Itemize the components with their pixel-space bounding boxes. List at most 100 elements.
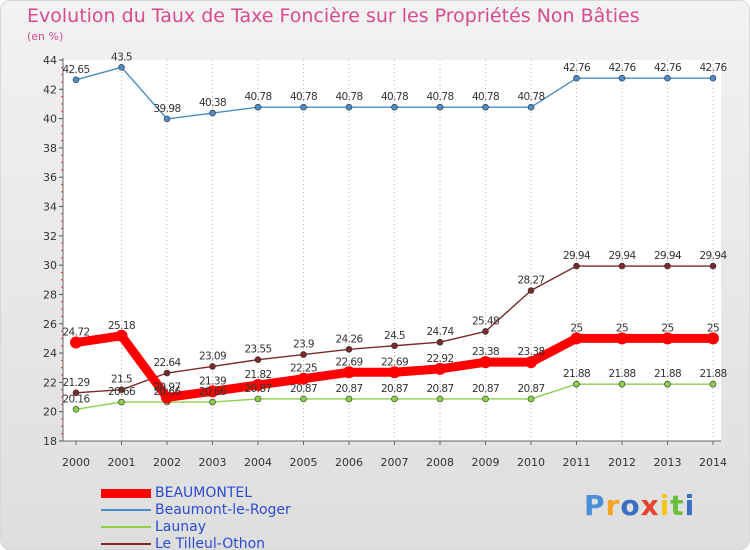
data-label: 21.88: [699, 368, 726, 380]
data-point: [479, 356, 492, 369]
data-label: 20.97: [153, 381, 180, 393]
data-point: [163, 369, 171, 377]
y-tick-label: 24: [43, 347, 57, 360]
data-label: 40.38: [199, 97, 226, 109]
logo-letter: P: [584, 489, 606, 522]
data-point: [343, 366, 355, 379]
y-tick-label: 22: [43, 376, 57, 389]
data-point: [436, 103, 444, 111]
x-tick-label: 2013: [654, 456, 682, 469]
chart-title: Evolution du Taux de Taxe Foncière sur l…: [27, 5, 640, 27]
data-label: 29.94: [608, 250, 636, 262]
data-label: 20.87: [517, 383, 544, 395]
data-label: 23.38: [517, 346, 544, 358]
data-point: [118, 398, 125, 406]
legend-label: Le Tilleul-Othon: [155, 536, 266, 550]
data-label: 24.72: [62, 327, 89, 339]
legend-label: BEAUMONTEL: [155, 485, 253, 501]
logo-letter: i: [659, 489, 671, 522]
data-label: 21.88: [563, 368, 590, 380]
x-tick-label: 2005: [290, 456, 318, 469]
data-point: [434, 362, 446, 375]
data-point: [664, 74, 671, 82]
data-label: 29.94: [699, 250, 727, 262]
logo-letter: t: [670, 489, 685, 522]
data-label: 24.26: [335, 333, 363, 345]
data-point: [209, 363, 216, 370]
data-point: [709, 262, 717, 270]
legend-label: Beaumont-le-Roger: [155, 502, 291, 518]
data-point: [206, 385, 219, 398]
data-point: [345, 395, 353, 403]
data-point: [573, 74, 580, 82]
y-tick-label: 32: [43, 230, 57, 243]
logo-letter: x: [640, 489, 660, 522]
data-label: 22.69: [335, 356, 362, 368]
data-label: 29.94: [654, 250, 682, 262]
data-point: [664, 262, 671, 270]
y-tick-label: 34: [43, 201, 57, 214]
x-tick-label: 2001: [108, 456, 136, 469]
data-label: 21.29: [62, 377, 89, 389]
y-tick-label: 20: [43, 406, 57, 419]
data-point: [436, 395, 444, 403]
x-tick-label: 2003: [199, 456, 227, 469]
data-point: [161, 391, 173, 404]
data-label: 25.48: [472, 315, 499, 327]
data-label: 40.78: [517, 91, 544, 103]
proxiti-logo: Proxiti: [584, 489, 695, 522]
data-label: 22.64: [153, 357, 181, 369]
data-label: 20.87: [381, 383, 408, 395]
data-label: 24.74: [426, 326, 454, 338]
data-point: [482, 395, 489, 403]
x-tick-label: 2000: [62, 456, 90, 469]
legend-item: Le Tilleul-Othon: [101, 536, 361, 550]
chart-unit-label: (en %): [27, 30, 64, 43]
data-label: 40.78: [381, 91, 408, 103]
data-label: 25: [707, 322, 719, 334]
logo-letter: r: [605, 489, 621, 522]
data-label: 24.5: [384, 330, 405, 342]
data-label: 23.9: [293, 339, 314, 351]
data-label: 20.87: [472, 383, 499, 395]
legend-swatch: [101, 543, 151, 545]
data-label: 40.78: [335, 91, 362, 103]
data-label: 22.69: [381, 356, 408, 368]
data-point: [345, 345, 353, 353]
data-label: 21.88: [608, 368, 635, 380]
legend-item: Launay: [101, 519, 361, 536]
data-point: [163, 115, 171, 123]
y-tick-label: 30: [43, 259, 57, 272]
data-label: 25: [661, 322, 673, 334]
data-label: 25.18: [108, 320, 135, 332]
data-point: [570, 332, 583, 345]
data-label: 23.38: [472, 346, 499, 358]
data-label: 21.39: [199, 375, 226, 387]
data-point: [709, 380, 717, 388]
data-point: [527, 395, 535, 403]
data-point: [300, 351, 307, 358]
x-tick-label: 2006: [335, 456, 363, 469]
data-label: 25: [570, 322, 582, 334]
data-label: 20.66: [199, 386, 227, 398]
x-tick-label: 2011: [563, 456, 591, 469]
data-point: [391, 342, 398, 350]
series: [70, 64, 719, 413]
data-label: 23.09: [199, 350, 226, 362]
data-label: 21.88: [654, 368, 681, 380]
data-point: [709, 74, 717, 82]
data-point: [115, 329, 128, 342]
data-point: [573, 262, 580, 270]
legend-swatch: [101, 488, 151, 498]
data-point: [482, 103, 489, 111]
y-tick-label: 40: [43, 113, 57, 126]
data-label: 23.55: [244, 344, 271, 356]
data-label: 21.82: [244, 369, 271, 381]
logo-letter: i: [684, 489, 696, 522]
data-label: 43.5: [111, 51, 132, 63]
data-label: 39.98: [153, 103, 180, 115]
y-tick-label: 42: [43, 83, 57, 96]
legend-swatch: [101, 509, 151, 511]
data-point: [254, 356, 262, 363]
